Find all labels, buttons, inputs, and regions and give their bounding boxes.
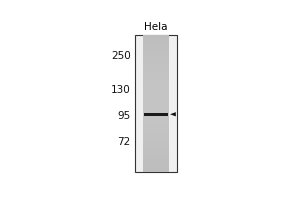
Bar: [143, 59, 169, 60]
Bar: [143, 139, 169, 141]
Bar: [143, 162, 169, 163]
Bar: [143, 64, 169, 66]
Bar: [143, 55, 169, 57]
Bar: [143, 114, 169, 115]
Bar: [143, 110, 169, 112]
Bar: [143, 122, 169, 124]
Bar: [143, 160, 169, 162]
Bar: [143, 129, 169, 131]
Text: Hela: Hela: [144, 22, 168, 32]
Bar: [143, 134, 169, 136]
Bar: [143, 100, 169, 102]
Bar: [143, 131, 169, 132]
Bar: [143, 165, 169, 167]
Bar: [143, 167, 169, 168]
Bar: [143, 79, 169, 81]
Bar: [143, 38, 169, 40]
Text: 72: 72: [117, 137, 130, 147]
Bar: [143, 69, 169, 71]
Bar: [143, 93, 169, 95]
Bar: [143, 102, 169, 103]
Bar: [143, 148, 169, 150]
Bar: [143, 50, 169, 52]
Bar: [143, 144, 169, 146]
Bar: [143, 98, 169, 100]
Bar: [143, 47, 169, 48]
Bar: [143, 127, 169, 129]
Bar: [143, 67, 169, 69]
Bar: [143, 112, 169, 114]
Bar: [135, 35, 177, 172]
Bar: [143, 136, 169, 138]
Text: 95: 95: [117, 111, 130, 121]
Bar: [143, 83, 169, 84]
Bar: [143, 107, 169, 108]
Bar: [143, 151, 169, 153]
Bar: [143, 115, 169, 117]
Bar: [143, 158, 169, 160]
Bar: [143, 95, 169, 96]
Bar: [143, 163, 169, 165]
Bar: [143, 155, 169, 156]
Bar: [143, 150, 169, 151]
Bar: [143, 124, 169, 126]
Bar: [143, 42, 169, 43]
Bar: [143, 66, 169, 67]
Bar: [143, 153, 169, 155]
Bar: [143, 156, 169, 158]
Bar: [143, 132, 169, 134]
Bar: [143, 96, 169, 98]
Text: 130: 130: [111, 85, 130, 95]
Bar: [143, 88, 169, 90]
Bar: [143, 35, 169, 36]
Bar: [143, 81, 169, 83]
Bar: [143, 62, 169, 64]
Bar: [143, 105, 169, 107]
Bar: [144, 113, 168, 116]
Bar: [143, 86, 169, 88]
Bar: [143, 146, 169, 148]
Bar: [143, 119, 169, 120]
Bar: [143, 72, 169, 74]
Bar: [143, 57, 169, 59]
Bar: [143, 91, 169, 93]
Bar: [143, 36, 169, 38]
Text: 250: 250: [111, 51, 130, 61]
Bar: [143, 120, 169, 122]
Bar: [143, 74, 169, 76]
Bar: [143, 40, 169, 42]
Bar: [143, 126, 169, 127]
Bar: [143, 52, 169, 54]
Bar: [143, 170, 169, 172]
Bar: [143, 78, 169, 79]
Polygon shape: [170, 112, 176, 116]
Bar: [143, 168, 169, 170]
Bar: [143, 103, 169, 105]
Bar: [143, 84, 169, 86]
Bar: [143, 45, 169, 47]
Bar: [143, 90, 169, 91]
Bar: [143, 71, 169, 72]
Bar: [143, 141, 169, 143]
Bar: [143, 60, 169, 62]
Bar: [143, 108, 169, 110]
Bar: [143, 43, 169, 45]
Bar: [143, 143, 169, 144]
Bar: [143, 54, 169, 55]
Bar: [143, 138, 169, 139]
Bar: [143, 76, 169, 78]
Bar: [143, 117, 169, 119]
Bar: [143, 48, 169, 50]
